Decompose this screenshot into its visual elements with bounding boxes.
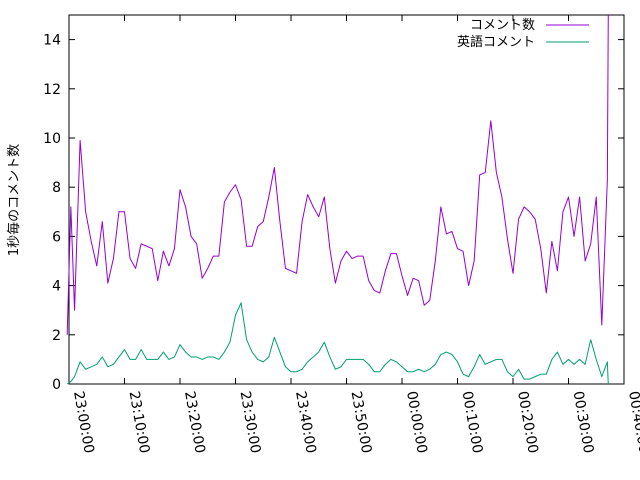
x-tick-label: 23:30:00 [237,390,264,455]
y-tick-label: 2 [52,328,61,344]
y-tick-label: 4 [52,279,61,295]
x-tick-label: 23:50:00 [348,390,375,455]
y-tick-label: 6 [52,229,61,245]
y-tick-label: 12 [43,82,61,98]
x-tick-label: 00:30:00 [570,390,597,455]
y-axis-label: 1秒毎のコメント数 [6,144,22,256]
x-tick-label: 23:10:00 [126,390,153,455]
x-tick-label: 23:40:00 [292,390,319,455]
y-tick-label: 8 [52,180,61,196]
x-tick-label: 00:10:00 [459,390,486,455]
x-tick-label: 00:00:00 [403,390,430,455]
x-tick-label: 23:00:00 [70,390,97,455]
legend-label-0: コメント数 [470,18,535,33]
series-line-1 [66,302,609,385]
y-tick-label: 0 [52,377,61,393]
x-tick-label: 00:40:00 [625,390,640,455]
series-line-0 [66,14,609,335]
legend-label-1: 英語コメント [457,34,535,50]
y-tick-label: 10 [43,131,61,147]
x-tick-label: 23:20:00 [181,390,208,455]
y-tick-label: 14 [43,33,61,49]
series-lines [66,14,609,385]
x-tick-label: 00:20:00 [514,390,541,455]
axes: 0 2 4 6 8 10 12 14 23:00:00 23:10:00 23:20:00 23:30… [43,14,640,455]
plot-frame [68,14,625,385]
